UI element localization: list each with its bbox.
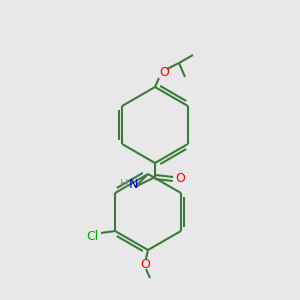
Text: H: H: [120, 179, 128, 189]
Text: Cl: Cl: [86, 230, 98, 242]
Text: O: O: [159, 65, 169, 79]
Text: O: O: [175, 172, 185, 185]
Text: O: O: [140, 259, 150, 272]
Text: N: N: [128, 178, 138, 190]
